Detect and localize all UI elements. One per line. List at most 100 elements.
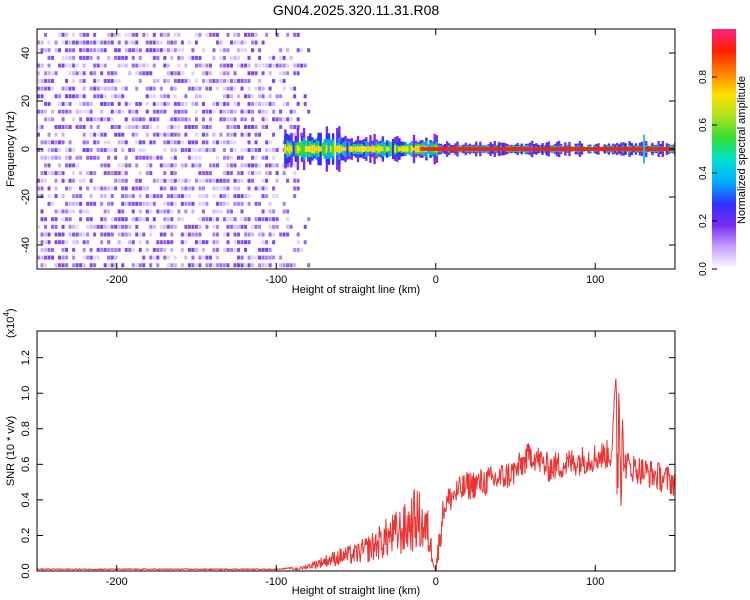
spectrogram-cell [237,232,241,237]
spectrogram-cell [282,209,286,214]
spectrogram-cell [145,240,149,245]
spectrogram-cell [89,86,93,91]
spectrogram-cell [166,101,170,106]
spectrogram-cell [107,101,111,106]
spectrogram-cell [103,78,107,83]
spectrogram-cell [54,186,58,191]
spectrogram-cell [198,171,202,176]
spectrogram-signal-cell [371,145,374,153]
spectrogram-cell [103,132,107,137]
spectrogram-signal-cell [389,143,393,155]
spectrogram-cell [44,71,48,76]
spectrogram-cell [198,232,202,237]
spectrogram-cell [156,240,160,245]
spectrogram-cell [117,171,121,176]
spectrogram-cell [170,171,174,176]
spectrogram-cell [89,101,93,106]
spectrogram-cell [229,163,233,168]
spectrogram-cell [121,132,125,137]
spectrogram-cell [68,86,72,91]
spectrogram-cell [254,155,258,160]
spectrogram-cell [138,186,142,191]
spectrogram-signal-cell [385,146,389,152]
spectrogram-cell [240,117,244,122]
spectrogram-cell [251,224,255,229]
spectrogram-signal-cell [338,144,341,154]
spectrogram-cell [103,86,107,91]
spectrogram-cell [93,63,97,68]
spectrogram-cell [251,232,255,237]
spectrogram-cell [135,40,139,45]
spectrogram-cell [198,217,202,222]
spectrogram-cell [82,71,86,76]
spectrogram-cell [86,155,90,160]
spectrogram-cell [152,132,156,137]
spectrogram-cell [152,63,156,68]
spectrogram-cell [149,48,153,53]
spectrogram-cell [170,140,174,145]
spectrogram-cell [170,224,174,229]
spectrogram-cell [121,201,125,206]
spectrogram-cell [194,125,198,129]
spectrogram-cell [121,209,125,214]
spectrogram-cell [191,155,195,160]
spectrogram-cell [170,86,174,91]
spectrogram-cell [293,32,297,37]
spectrogram-cell [145,125,149,129]
spectrogram-signal-cell [327,139,331,159]
spectrogram-cell [51,224,55,229]
spectrogram-cell [93,132,97,137]
spectrogram-cell [138,178,142,183]
spectrogram-cell [107,71,111,76]
spectrogram-cell [93,171,97,176]
spectrogram-signal-cell [356,146,360,152]
spectrogram-cell [44,109,48,114]
snr-series-line [37,378,675,571]
spectrogram-cell [135,224,139,229]
spectrogram-cell [187,194,191,199]
spectrogram-cell [58,101,62,106]
spectrogram-cell [233,224,237,229]
spectrogram-signal-cell [298,146,302,152]
spectrogram-signal-cell [404,146,407,152]
spectrogram-cell [75,125,79,129]
spectrogram-cell [208,32,212,37]
spectrogram-cell [226,232,230,237]
spectrogram-cell [61,178,65,183]
spectrogram-cell [215,140,219,145]
spectrogram-cell [82,48,86,53]
spectrogram-cell [198,163,202,168]
spectrogram-cell [68,209,72,214]
spectrogram-cell [212,232,216,237]
spectrogram-cell [198,86,202,91]
spectrogram-cell [124,171,128,176]
spectrogram-cell [37,255,40,260]
spectrogram-cell [124,125,128,129]
spectrogram-cell [177,55,181,60]
spectrogram-cell [51,71,55,76]
spectrogram-cell [187,117,191,122]
spectrogram-cell [156,40,160,45]
spectrogram-cell [286,63,290,68]
spectrogram-cell [145,71,149,76]
spectrogram-cell [170,209,174,214]
spectrogram-cell [107,155,111,160]
spectrogram-cell [251,71,255,76]
spectrogram-cell [170,186,174,191]
spectrogram-cell [72,178,76,183]
spectrogram-cell [152,32,156,37]
spectrogram-cell [82,86,86,91]
spectrogram-cell [184,232,188,237]
snr-ytick-label: 1.0 [20,386,32,401]
spectrogram-cell [96,255,100,260]
spectrogram-signal-cell [329,146,333,152]
spectrogram-cell [170,117,174,122]
spectrogram-signal-cell [381,146,385,152]
spectrogram-cell [187,247,191,252]
spectrogram-cell [258,101,262,106]
spectrogram-cell [107,201,111,206]
spectrogram-cell [124,32,128,37]
spectrogram-cell [205,171,209,176]
spectrogram-cell [54,140,58,145]
